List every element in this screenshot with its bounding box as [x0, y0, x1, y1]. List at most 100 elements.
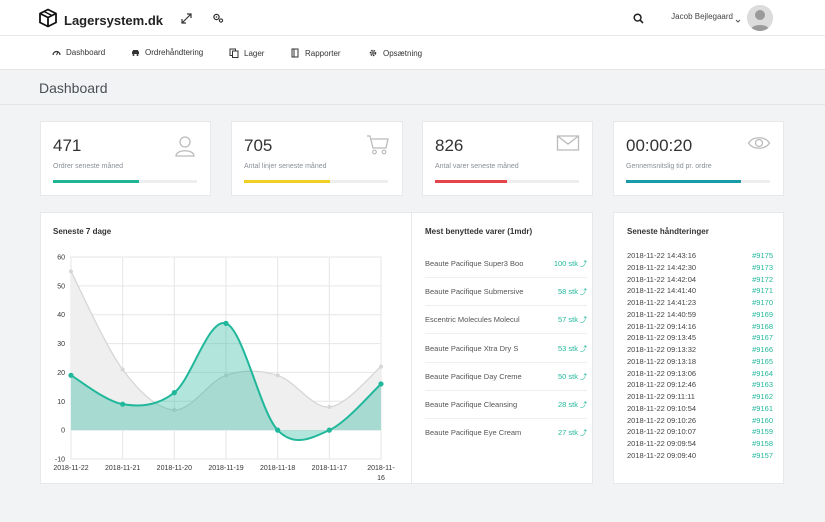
x-tick-label: 2018-11-19 — [208, 465, 243, 472]
nav-item-dashboard[interactable]: Dashboard — [52, 48, 105, 57]
divider — [411, 213, 412, 483]
order-link[interactable]: #9164 — [752, 368, 773, 378]
data-point — [378, 381, 384, 387]
y-tick-label: 0 — [61, 428, 65, 435]
stat-value: 471 — [53, 136, 82, 155]
handling-time: 2018-11-22 09:10:54 — [627, 403, 697, 413]
cart-icon — [366, 134, 390, 161]
data-point — [275, 373, 280, 378]
stat-card-avg-time: 00:00:20 Gennemsnitslig tid pr. ordre — [613, 121, 784, 196]
order-link[interactable]: #9166 — [752, 345, 773, 354]
order-link[interactable]: #9161 — [752, 403, 773, 413]
order-link[interactable]: #9162 — [752, 392, 773, 401]
stat-label: Ordrer seneste måned — [53, 163, 124, 170]
eye-icon — [747, 134, 771, 157]
nav-item-rapporter[interactable]: Rapporter — [290, 48, 341, 58]
trend-arrow-icon: ⤴ — [580, 261, 587, 268]
data-point — [69, 269, 73, 274]
avatar[interactable] — [747, 5, 773, 31]
handling-time: 2018-11-22 09:10:26 — [627, 415, 697, 425]
product-quantity: 58 stk — [557, 287, 578, 297]
stat-value: 705 — [244, 136, 273, 155]
product-name: Escentric Molecules Molecul — [425, 315, 520, 325]
book-icon — [291, 48, 299, 58]
data-point — [171, 390, 177, 396]
handling-time: 2018-11-22 14:41:40 — [627, 286, 697, 296]
handling-time: 2018-11-22 09:10:07 — [627, 427, 697, 437]
mail-icon — [556, 134, 580, 157]
trend-arrow-icon: ⤴ — [580, 402, 587, 409]
stat-card-items: 826 Antal varer seneste måned — [422, 121, 593, 196]
user-menu[interactable]: Jacob Bejlegaard — [671, 12, 733, 21]
product-name: Beaute Pacifique Cleansing — [425, 400, 518, 409]
top-bar: Lagersystem.dk Jacob Bejlegaard — [0, 0, 825, 36]
handling-time: 2018-11-22 09:13:06 — [627, 368, 697, 378]
divider — [425, 333, 587, 335]
copy-icon — [229, 48, 239, 58]
data-point — [120, 367, 125, 372]
latest-handlings-title: Seneste håndteringer — [627, 227, 709, 236]
order-link[interactable]: #9163 — [752, 380, 773, 390]
settings-icon[interactable] — [210, 10, 226, 26]
order-link[interactable]: #9158 — [752, 439, 773, 448]
handling-time: 2018-11-22 09:12:46 — [627, 380, 697, 390]
nav-item-opsaetning[interactable]: Opsætning — [368, 48, 422, 58]
data-point — [172, 407, 177, 412]
divider — [0, 104, 825, 105]
data-point — [379, 364, 383, 369]
search-icon[interactable] — [630, 10, 646, 26]
expand-icon[interactable] — [178, 10, 194, 26]
product-quantity: 53 stk — [557, 343, 578, 353]
order-link[interactable]: #9173 — [752, 262, 773, 272]
order-link[interactable]: #9160 — [752, 415, 773, 425]
data-point — [224, 373, 228, 378]
product-name: Beaute Pacifique Xtra Dry S — [425, 343, 519, 353]
y-tick-label: 20 — [57, 370, 65, 377]
order-link[interactable]: #9171 — [752, 286, 773, 296]
nav-item-label: Lager — [244, 48, 265, 58]
chevron-down-icon[interactable] — [735, 11, 741, 29]
handling-time: 2018-11-22 09:14:16 — [627, 321, 697, 331]
data-point — [68, 372, 74, 378]
order-link[interactable]: #9172 — [752, 274, 773, 284]
data-point — [275, 427, 281, 433]
order-link[interactable]: #9157 — [752, 450, 773, 460]
order-link[interactable]: #9165 — [752, 356, 773, 366]
latest-handlings-card: Seneste håndteringer 2018-11-22 14:43:16… — [613, 212, 784, 484]
nav-item-label: Rapporter — [305, 48, 341, 58]
trend-arrow-icon: ⤴ — [580, 289, 587, 297]
box-icon — [38, 8, 58, 33]
main-nav: Dashboard Ordrehåndtering Lager Rapporte… — [0, 36, 825, 70]
top-products-panel: Mest benyttede varer (1mdr) Beaute Pacif… — [412, 213, 594, 483]
top-products-title: Mest benyttede varer (1mdr) — [425, 227, 533, 236]
product-name: Beaute Pacifique Eye Cream — [425, 428, 522, 438]
divider — [425, 277, 587, 278]
handling-time: 2018-11-22 09:13:45 — [627, 333, 697, 343]
series-area — [71, 322, 381, 441]
progress-bar-fill — [53, 180, 140, 183]
data-point — [326, 427, 332, 433]
order-link[interactable]: #9169 — [752, 309, 773, 319]
order-link[interactable]: #9159 — [752, 427, 773, 437]
page-title: Dashboard — [39, 80, 108, 96]
order-link[interactable]: #9175 — [752, 251, 773, 260]
data-point — [120, 401, 126, 407]
order-link[interactable]: #9170 — [752, 298, 773, 307]
trend-arrow-icon: ⤴ — [580, 317, 587, 325]
order-link[interactable]: #9168 — [752, 321, 773, 331]
y-tick-label: 40 — [57, 312, 65, 319]
product-quantity: 100 stk — [553, 259, 578, 268]
stat-label: Antal linjer seneste måned — [244, 163, 327, 170]
brand[interactable]: Lagersystem.dk — [38, 8, 163, 33]
brand-name: Lagersystem.dk — [64, 13, 163, 28]
progress-bar-fill — [435, 180, 507, 183]
order-link[interactable]: #9167 — [752, 333, 773, 343]
product-quantity: 28 stk — [557, 400, 578, 409]
divider — [425, 361, 587, 363]
nav-item-ordrehandtering[interactable]: Ordrehåndtering — [131, 48, 203, 57]
nav-item-lager[interactable]: Lager — [229, 48, 264, 58]
y-tick-label: 10 — [57, 399, 65, 406]
stat-label: Antal varer seneste måned — [435, 163, 519, 170]
progress-bar-fill — [244, 180, 331, 183]
handling-time: 2018-11-22 14:40:59 — [627, 309, 697, 319]
